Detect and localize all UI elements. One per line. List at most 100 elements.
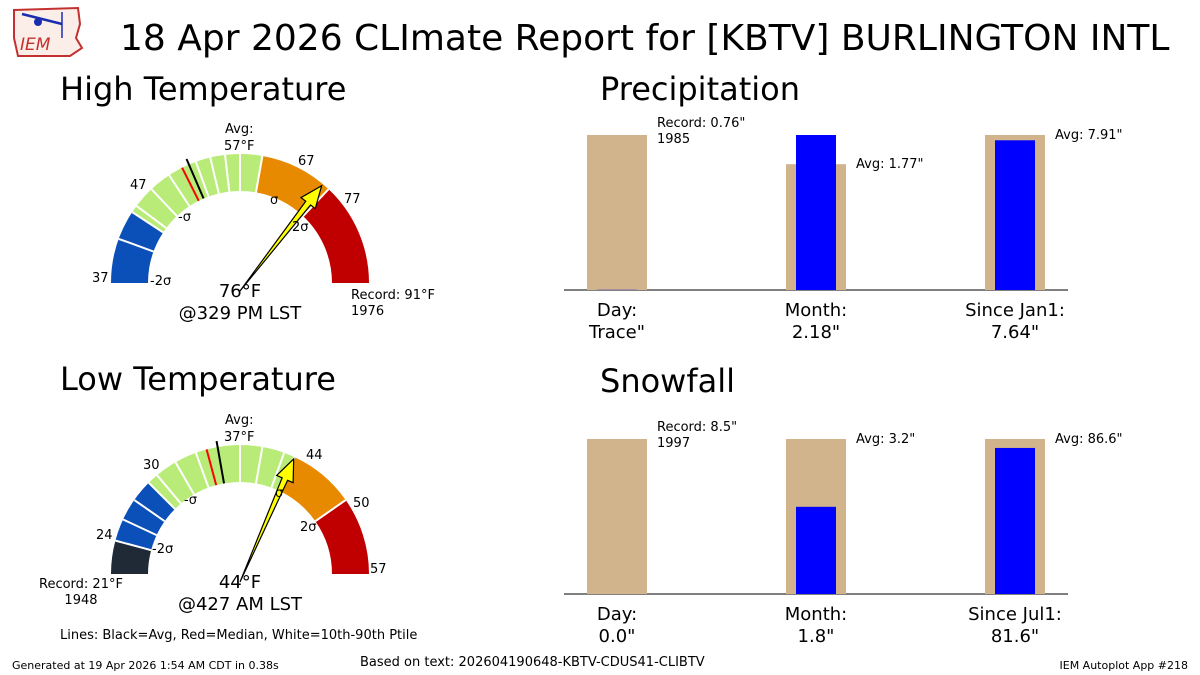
high-observed-value: 76°F (218, 281, 262, 302)
median-line (205, 449, 218, 486)
ptile-line-2 (150, 188, 178, 217)
high-sigma-plus-2: 2σ (292, 220, 309, 235)
weather-station-icon (34, 18, 42, 26)
low-sigma-minus-2: -2σ (152, 542, 174, 557)
gauge-band-3 (278, 457, 346, 522)
ptile-line-6 (254, 446, 264, 484)
precip-heading: Precipitation (600, 70, 801, 108)
ptile-line-4 (194, 161, 210, 197)
snow-category-label-2: Since Jul1: (968, 604, 1062, 625)
snow-category-value-2: 81.6" (991, 626, 1039, 647)
high-observed: 76°F @329 PM LST (140, 281, 340, 325)
ptile-line-1 (133, 499, 166, 523)
low-temp-heading: Low Temperature (60, 360, 336, 398)
gauge-band-1 (132, 154, 263, 233)
ptile-line-4 (194, 452, 210, 488)
precip-avg-bar-0 (587, 135, 647, 290)
snow-avg-bar-0 (587, 439, 647, 594)
low-sigma-plus-2: 2σ (300, 520, 317, 535)
ptile-line-6 (224, 154, 231, 192)
snow-heading: Snowfall (600, 362, 735, 400)
gauge-band-3 (303, 189, 369, 283)
observed-arrow (239, 184, 323, 292)
ptile-line-3 (168, 174, 191, 207)
low-avg-label: Avg: (225, 413, 254, 428)
low-tick-minus-2sigma: 24 (96, 528, 113, 543)
high-sigma-plus-1: σ (270, 193, 279, 208)
autoplot-app-link[interactable]: IEM Autoplot App #218 (1059, 659, 1189, 672)
low-observed: 44°F @427 AM LST (140, 572, 340, 616)
ptile-line-7 (270, 452, 286, 488)
median-line (181, 167, 200, 202)
precip-category-label-0: Day: (597, 300, 637, 321)
high-record-year: 1976 (351, 304, 385, 319)
high-sigma-minus-1: -σ (178, 210, 191, 225)
sigma-line-0 (148, 482, 176, 510)
high-record-label: Record: 91°F (351, 288, 435, 303)
precip-obs-bar-1 (796, 135, 836, 290)
high-temp-gauge (111, 154, 369, 292)
precip-category-label-1: Month: (785, 300, 847, 321)
gauge-band-4 (315, 500, 369, 574)
lines-legend-note: Lines: Black=Avg, Red=Median, White=10th… (60, 628, 418, 643)
precip-record-annotation: Record: 0.76" (657, 116, 745, 131)
precip-record-year: 1985 (657, 132, 690, 147)
snow-record-year: 1997 (657, 436, 690, 451)
snow-record-annotation: Record: 8.5" (657, 420, 737, 435)
precip-obs-bar-2 (995, 140, 1035, 290)
gauge-band-2 (148, 445, 295, 509)
low-tick-max: 57 (370, 562, 387, 577)
sigma-line-1 (254, 155, 264, 193)
page-title: 18 Apr 2026 CLImate Report for [KBTV] BU… (120, 18, 1170, 59)
snow-obs-bar-2 (995, 447, 1035, 594)
snow-avg-annotation-2: Avg: 86.6" (1055, 432, 1123, 447)
logo-text: IEM (20, 35, 51, 55)
precip-avg-annotation-1: Avg: 1.77" (856, 157, 924, 172)
high-avg-label: Avg: (225, 122, 254, 137)
high-tick-plus-2sigma: 77 (344, 192, 361, 207)
ptile-line-3 (174, 461, 195, 495)
gauge-band-0 (111, 540, 152, 574)
sigma-line-0 (131, 211, 164, 234)
average-line (185, 158, 205, 199)
snow-category-label-0: Day: (597, 604, 637, 625)
snow-avg-annotation-1: Avg: 3.2" (856, 432, 915, 447)
precip-avg-annotation-2: Avg: 7.91" (1055, 128, 1123, 143)
low-record-label: Record: 21°F (39, 577, 123, 592)
gauge-band-1 (115, 482, 175, 551)
high-observed-time: @329 PM LST (178, 303, 302, 324)
low-temp-gauge (111, 440, 369, 583)
low-tick-plus-sigma: 44 (306, 448, 323, 463)
ptile-line-0 (122, 518, 158, 537)
iowa-outline-icon (13, 6, 84, 57)
low-record-year: 1948 (64, 593, 98, 608)
low-observed-time: @427 AM LST (177, 594, 303, 615)
snow-category-value-1: 1.8" (798, 626, 835, 647)
high-avg-value: 57°F (224, 139, 255, 154)
low-observed-value: 44°F (218, 572, 262, 593)
ptile-line-0 (118, 237, 154, 253)
high-avg-annotation: Avg: 57°F (224, 121, 255, 155)
low-tick-plus-2sigma: 50 (353, 496, 370, 511)
average-line (215, 440, 226, 484)
ptile-line-5 (209, 157, 220, 194)
ptile-line-2 (156, 474, 182, 505)
high-tick-min: 37 (92, 271, 109, 286)
high-record: Record: 91°F 1976 (351, 288, 435, 320)
gauge-band-0 (111, 212, 164, 283)
iem-logo[interactable]: IEM (8, 4, 84, 60)
generated-timestamp: Generated at 19 Apr 2026 1:54 AM CDT in … (12, 659, 279, 672)
sigma-line-2 (115, 539, 152, 552)
low-sigma-plus-1: σ (275, 486, 284, 501)
precip-bar-chart: Day:Trace" Month:2.18" Since Jan1:7.64" Rec… (564, 116, 1123, 343)
low-sigma-minus-1: -σ (184, 493, 197, 508)
precip-category-label-2: Since Jan1: (965, 300, 1065, 321)
precip-category-value-0: Trace" (588, 322, 645, 343)
snow-category-value-0: 0.0" (599, 626, 636, 647)
snow-bar-chart: Day:0.0" Month:1.8" Since Jul1:81.6" Record… (564, 420, 1123, 647)
low-avg-value: 37°F (224, 430, 255, 445)
high-temp-heading: High Temperature (60, 70, 347, 108)
low-record: Record: 21°F 1948 (39, 577, 123, 609)
precip-category-value-1: 2.18" (792, 322, 840, 343)
